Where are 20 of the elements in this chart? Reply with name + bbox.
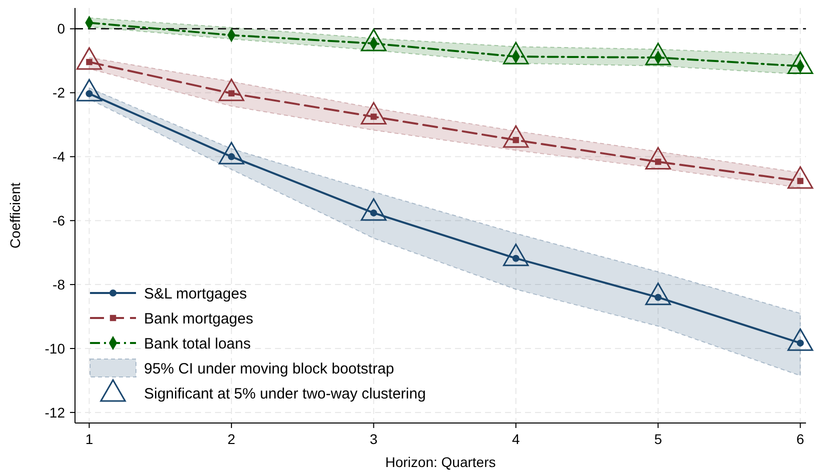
y-tick-label: 0 — [57, 20, 66, 37]
x-tick-label: 1 — [85, 431, 94, 447]
legend-label: Bank total loans — [144, 335, 251, 352]
y-tick-label: -10 — [44, 340, 66, 356]
y-tick-label: -4 — [52, 148, 66, 165]
y-tick-label: -6 — [52, 212, 66, 229]
y-axis-title: Coefficient — [7, 182, 23, 248]
legend-label: Bank mortgages — [144, 310, 254, 328]
legend-label: 95% CI under moving block bootstrap — [144, 360, 394, 378]
x-tick-label: 4 — [512, 431, 520, 447]
x-axis-title: Horizon: Quarters — [385, 454, 496, 470]
y-tick-label: -12 — [44, 404, 66, 420]
x-tick-label: 5 — [654, 431, 662, 447]
x-tick-label: 3 — [370, 431, 378, 447]
x-tick-label: 6 — [796, 431, 804, 447]
y-tick-label: -2 — [52, 84, 66, 101]
legend-label: Significant at 5% under two-way clustering — [144, 385, 426, 402]
x-tick-label: 2 — [228, 431, 236, 447]
y-tick-label: -8 — [52, 276, 66, 292]
legend-label: S&L mortgages — [144, 285, 247, 302]
